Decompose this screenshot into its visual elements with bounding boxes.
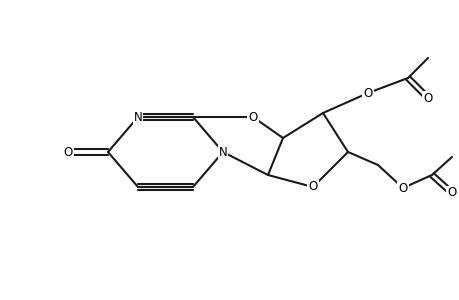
- Text: O: O: [248, 110, 257, 124]
- Text: O: O: [363, 86, 372, 100]
- Text: O: O: [447, 187, 456, 200]
- Text: O: O: [397, 182, 407, 194]
- Text: N: N: [133, 110, 142, 124]
- Text: N: N: [218, 146, 227, 158]
- Text: O: O: [63, 146, 73, 158]
- Text: O: O: [422, 92, 431, 104]
- Text: O: O: [308, 181, 317, 194]
